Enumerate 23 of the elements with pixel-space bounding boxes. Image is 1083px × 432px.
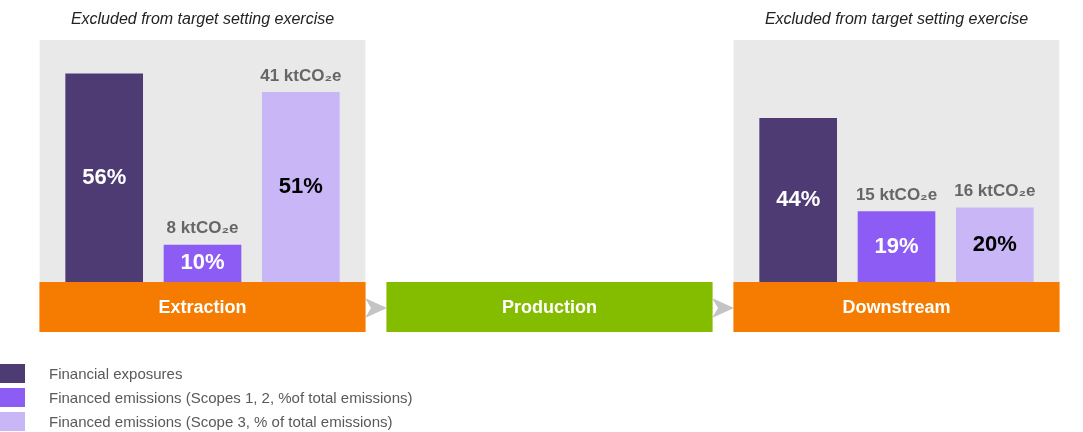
legend-label: Financed emissions (Scope 3, % of total emissions) <box>49 412 393 430</box>
band-label: Excluded from target setting exercise <box>764 10 1029 28</box>
bar <box>759 118 838 282</box>
data-label: 56% <box>82 163 127 189</box>
data-label: 20% <box>972 230 1017 256</box>
bar <box>65 73 144 282</box>
annotation: 41 ktCO₂e <box>260 65 342 85</box>
annotation: 16 ktCO₂e <box>954 181 1036 201</box>
x-tick-label: Downstream <box>842 296 951 317</box>
legend-label: Financed emissions (Scopes 1, 2, %of total emissions) <box>49 388 413 406</box>
x-tick-label: Extraction <box>158 296 247 317</box>
band-label: Excluded from target setting exercise <box>70 10 335 28</box>
data-label: 51% <box>278 173 323 199</box>
bar <box>955 207 1034 282</box>
data-label: 10% <box>180 249 225 275</box>
x-tick-label: Production <box>502 296 597 317</box>
data-label: 19% <box>874 232 919 258</box>
data-label: 44% <box>776 186 821 212</box>
annotation: 15 ktCO₂e <box>855 184 938 204</box>
annotation: 8 ktCO₂e <box>166 218 239 238</box>
bar <box>857 211 936 282</box>
legend-label: Financial exposures <box>49 364 183 382</box>
bar <box>261 92 340 282</box>
